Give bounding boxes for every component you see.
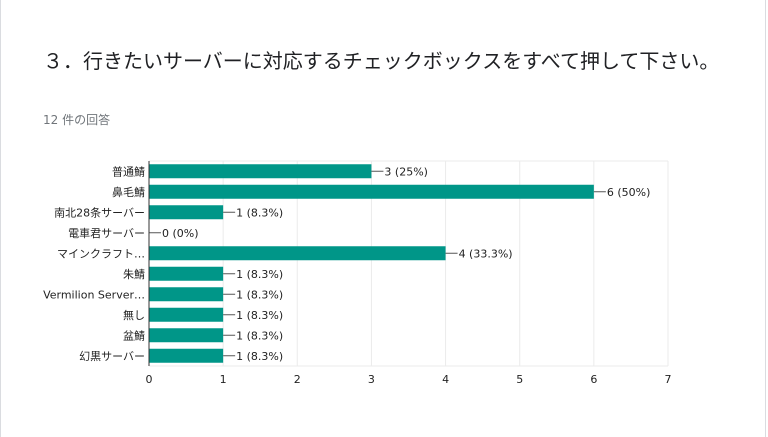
- question-title: ３．行きたいサーバーに対応するチェックボックスをすべて押して下さい。: [43, 49, 720, 73]
- value-label: 1 (8.3%): [236, 309, 283, 322]
- value-label: 3 (25%): [384, 165, 428, 178]
- x-tick-label: 2: [294, 373, 301, 386]
- x-tick-label: 3: [368, 373, 375, 386]
- x-tick-label: 1: [220, 373, 227, 386]
- value-label: 6 (50%): [607, 186, 651, 199]
- category-label: 電車君サーバー: [68, 226, 145, 240]
- value-label: 1 (8.3%): [236, 329, 283, 342]
- x-tick-label: 6: [590, 373, 597, 386]
- value-label: 4 (33.3%): [459, 247, 513, 260]
- x-tick-label: 4: [442, 373, 449, 386]
- bar: [149, 164, 372, 179]
- response-count: 12 件の回答: [43, 113, 111, 127]
- category-label: 普通鯖: [112, 164, 145, 178]
- x-tick-label: 0: [146, 373, 153, 386]
- category-label: 幻黒サーバー: [79, 350, 145, 363]
- value-label: 1 (8.3%): [236, 350, 283, 363]
- category-label: 鼻毛鯖: [112, 185, 145, 199]
- bar: [149, 266, 224, 281]
- category-label: 朱鯖: [123, 267, 145, 281]
- category-label: 南北28条サーバー: [54, 205, 145, 219]
- bar: [149, 246, 446, 261]
- bar: [149, 184, 594, 199]
- x-tick-label: 7: [665, 373, 672, 386]
- value-label: 0 (0%): [162, 227, 199, 240]
- category-label: 盆鯖: [123, 328, 145, 342]
- x-tick-label: 5: [516, 373, 523, 386]
- category-label: Vermilion Server…: [43, 288, 145, 301]
- category-label: マインクラフト…: [57, 247, 145, 260]
- bar: [149, 287, 224, 302]
- value-label: 1 (8.3%): [236, 268, 283, 281]
- value-label: 1 (8.3%): [236, 288, 283, 301]
- bar: [149, 307, 224, 322]
- category-label: 無し: [123, 308, 145, 322]
- bar: [149, 328, 224, 343]
- value-label: 1 (8.3%): [236, 206, 283, 219]
- bar: [149, 348, 224, 363]
- bar: [149, 205, 224, 220]
